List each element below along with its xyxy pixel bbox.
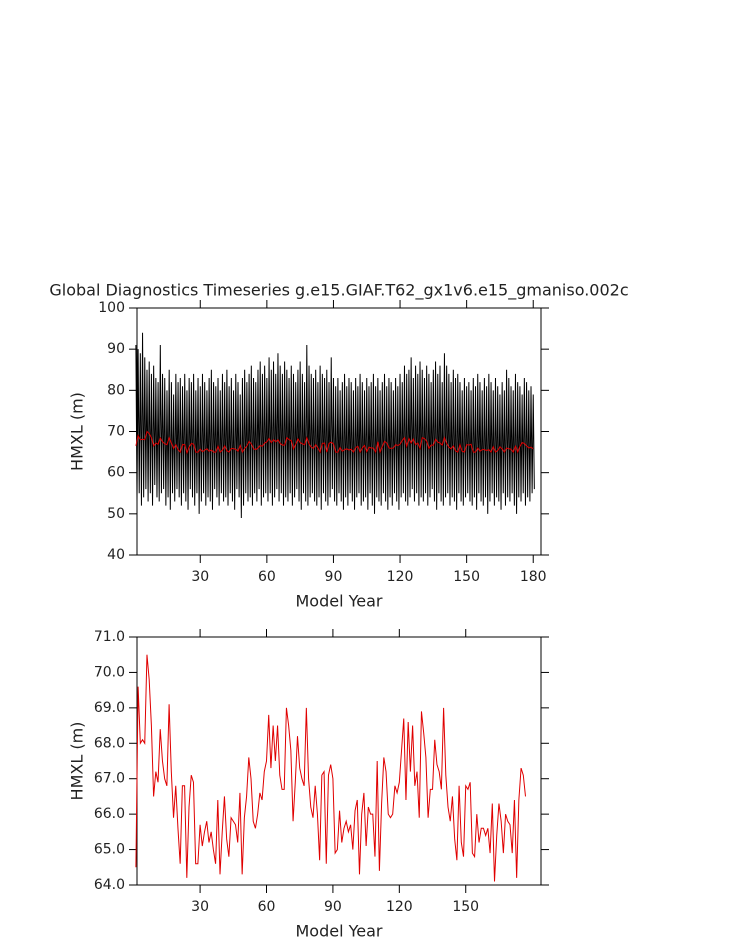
x-tick-label: 60: [258, 899, 276, 915]
y-tick-label: 40: [107, 547, 125, 563]
x-tick-label: 120: [387, 569, 414, 585]
y-axis-label: HMXL (m): [68, 722, 87, 801]
x-tick-label: 180: [520, 569, 547, 585]
y-tick-label: 64.0: [94, 877, 125, 893]
x-tick-label: 150: [452, 899, 479, 915]
y-tick-label: 100: [98, 300, 125, 316]
x-tick-label: 90: [325, 569, 343, 585]
x-tick-label: 60: [258, 569, 276, 585]
y-tick-label: 66.0: [94, 806, 125, 822]
chart-title: Global Diagnostics Timeseries g.e15.GIAF…: [49, 281, 628, 301]
y-tick-label: 71.0: [94, 629, 125, 645]
x-tick-label: 150: [453, 569, 480, 585]
y-tick-label: 70: [107, 424, 125, 440]
x-tick-label: 30: [191, 569, 209, 585]
y-tick-label: 60: [107, 465, 125, 481]
y-tick-label: 68.0: [94, 735, 125, 751]
x-tick-label: 30: [191, 899, 209, 915]
series-line: [135, 654, 526, 882]
series-line: [135, 430, 534, 455]
plot-frame: [136, 636, 542, 886]
x-tick-label: 90: [324, 899, 342, 915]
x-axis-label: Model Year: [296, 592, 383, 611]
x-axis-label: Model Year: [296, 922, 383, 941]
y-tick-label: 50: [107, 506, 125, 522]
y-tick-label: 69.0: [94, 700, 125, 716]
series-line: [135, 332, 535, 518]
y-tick-label: 80: [107, 382, 125, 398]
x-tick-label: 120: [386, 899, 413, 915]
y-tick-label: 70.0: [94, 664, 125, 680]
y-tick-label: 90: [107, 341, 125, 357]
y-axis-label: HMXL (m): [68, 392, 87, 471]
y-tick-label: 67.0: [94, 771, 125, 787]
y-tick-label: 65.0: [94, 842, 125, 858]
